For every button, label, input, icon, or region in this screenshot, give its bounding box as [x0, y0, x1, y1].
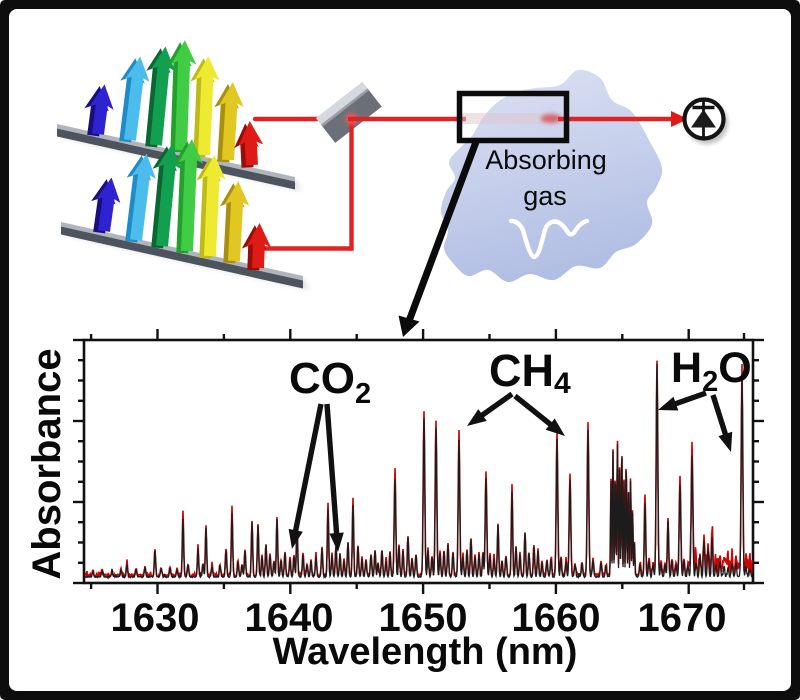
svg-text:Absorbance: Absorbance — [25, 348, 69, 579]
svg-text:1630: 1630 — [111, 596, 200, 640]
svg-text:1660: 1660 — [512, 596, 601, 640]
svg-text:1650: 1650 — [379, 596, 468, 640]
svg-text:1640: 1640 — [245, 596, 334, 640]
svg-text:gas: gas — [523, 181, 567, 211]
svg-text:1670: 1670 — [638, 596, 727, 640]
svg-text:Absorbing: Absorbing — [485, 145, 607, 175]
svg-text:Wavelength (nm): Wavelength (nm) — [273, 631, 578, 673]
